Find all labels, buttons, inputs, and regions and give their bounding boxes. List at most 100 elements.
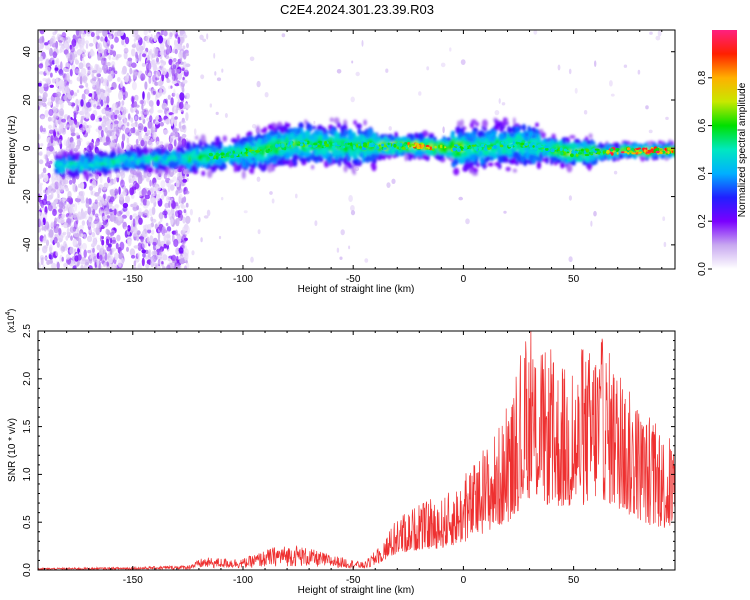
heatmap-cell bbox=[78, 85, 84, 89]
heatmap-cell bbox=[130, 108, 135, 114]
heatmap-cell bbox=[154, 119, 160, 125]
heatmap-cell bbox=[104, 36, 108, 43]
heatmap-cell bbox=[97, 42, 102, 50]
heatmap-cell bbox=[79, 76, 83, 85]
heatmap-cell bbox=[313, 120, 316, 125]
heatmap-cell bbox=[145, 263, 150, 269]
heatmap-cell bbox=[167, 37, 170, 46]
heatmap-cell bbox=[125, 166, 129, 172]
heatmap-cell bbox=[136, 205, 140, 211]
heatmap-cell bbox=[74, 92, 78, 97]
heatmap-cell bbox=[69, 68, 73, 77]
heatmap-cell bbox=[355, 71, 360, 77]
heatmap-cell bbox=[146, 63, 151, 72]
heatmap-cell bbox=[143, 30, 148, 36]
heatmap-cell bbox=[102, 220, 108, 226]
heatmap-cell bbox=[42, 127, 46, 133]
heatmap-cell bbox=[100, 36, 104, 42]
heatmap-cell bbox=[111, 264, 115, 269]
heatmap-cell bbox=[200, 237, 203, 243]
heatmap-cell bbox=[481, 119, 488, 128]
heatmap-cell bbox=[73, 220, 78, 230]
heatmap-cell bbox=[81, 242, 87, 251]
heatmap-cell bbox=[95, 175, 99, 180]
heatmap-cell bbox=[144, 194, 150, 200]
heatmap-cell bbox=[181, 234, 187, 243]
heatmap-cell bbox=[100, 245, 105, 254]
heatmap-cell bbox=[42, 212, 48, 219]
heatmap-cell bbox=[141, 104, 144, 110]
heatmap-cell bbox=[178, 247, 184, 254]
heatmap-cell bbox=[117, 54, 123, 58]
heatmap-cell bbox=[116, 210, 122, 217]
heatmap-cell bbox=[130, 127, 135, 134]
heatmap-cell bbox=[84, 263, 89, 269]
heatmap-cell bbox=[171, 254, 176, 261]
heatmap-cell bbox=[138, 236, 145, 240]
heatmap-cell bbox=[116, 124, 119, 133]
heatmap-cell bbox=[141, 62, 146, 67]
heatmap-cell bbox=[154, 127, 158, 133]
heatmap-cell bbox=[155, 245, 161, 249]
heatmap-cell bbox=[147, 166, 154, 174]
heatmap-cell bbox=[154, 223, 158, 230]
heatmap-cell bbox=[176, 93, 179, 99]
heatmap-cell bbox=[211, 164, 216, 172]
heatmap-cell bbox=[250, 256, 254, 263]
heatmap-cell bbox=[97, 222, 102, 228]
heatmap-cell bbox=[48, 124, 52, 130]
heatmap-cell bbox=[136, 42, 140, 49]
heatmap-cell bbox=[348, 245, 351, 250]
heatmap-cell bbox=[164, 202, 170, 209]
heatmap-cell bbox=[56, 35, 62, 41]
heatmap-cell bbox=[41, 226, 45, 231]
heatmap-cell bbox=[57, 174, 61, 181]
heatmap-cell bbox=[137, 242, 142, 251]
heatmap-cell bbox=[182, 79, 188, 84]
heatmap-cell bbox=[105, 228, 109, 235]
heatmap-cell bbox=[166, 46, 172, 54]
heatmap-cell bbox=[78, 225, 84, 231]
heatmap-cell bbox=[186, 42, 189, 49]
heatmap-cell bbox=[40, 143, 44, 147]
heatmap-cell bbox=[146, 200, 150, 207]
heatmap-scatter-layer bbox=[38, 30, 669, 269]
heatmap-cell bbox=[43, 83, 49, 92]
heatmap-cell bbox=[386, 182, 391, 189]
heatmap-cell bbox=[91, 180, 97, 188]
heatmap-cell bbox=[121, 133, 126, 142]
heatmap-cell bbox=[152, 74, 158, 83]
heatmap-cell bbox=[43, 173, 49, 183]
heatmap-cell bbox=[71, 38, 77, 47]
heatmap-cell bbox=[162, 266, 166, 269]
heatmap-cell bbox=[159, 50, 165, 56]
heatmap-cell bbox=[182, 50, 187, 60]
heatmap-cell bbox=[133, 38, 137, 42]
heatmap-cell bbox=[151, 58, 157, 68]
heatmap-cell bbox=[102, 249, 107, 255]
heatmap-cell bbox=[281, 33, 286, 38]
heatmap-cell bbox=[76, 76, 81, 82]
heatmap-cell bbox=[583, 110, 588, 115]
heatmap-cell bbox=[122, 94, 126, 101]
heatmap-cell bbox=[157, 80, 163, 87]
heatmap-cell bbox=[70, 235, 73, 241]
heatmap-cell bbox=[177, 72, 183, 80]
heatmap-cell bbox=[60, 45, 65, 53]
heatmap-cell bbox=[119, 105, 124, 112]
heatmap-cell bbox=[502, 117, 507, 125]
heatmap-cell bbox=[178, 121, 182, 129]
heatmap-cell bbox=[215, 111, 219, 115]
heatmap-cell bbox=[107, 182, 113, 187]
heatmap-cell bbox=[53, 129, 56, 138]
heatmap-cell bbox=[67, 170, 72, 177]
heatmap-cell bbox=[123, 43, 127, 48]
heatmap-cell bbox=[93, 36, 98, 45]
heatmap-cell bbox=[92, 208, 96, 216]
heatmap-cell bbox=[185, 215, 191, 224]
heatmap-cell bbox=[243, 210, 248, 214]
heatmap-cell bbox=[160, 59, 164, 64]
heatmap-cell bbox=[223, 163, 227, 170]
heatmap-cell bbox=[364, 258, 369, 263]
heatmap-cell bbox=[350, 210, 356, 216]
